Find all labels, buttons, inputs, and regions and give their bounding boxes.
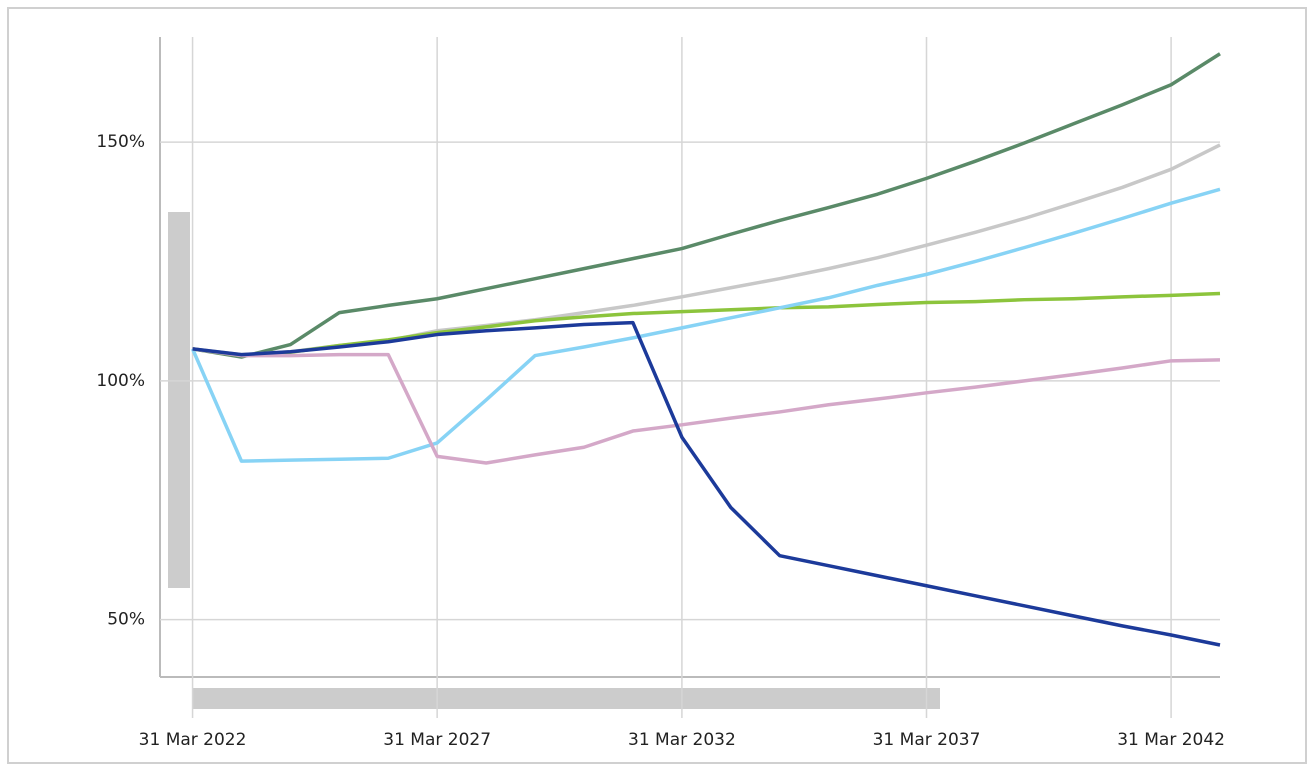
series-line: [190, 187, 1221, 463]
y-scrollbar[interactable]: [168, 212, 190, 588]
x-scrollbar[interactable]: [192, 688, 940, 709]
x-tick-label: 31 Mar 2032: [628, 730, 736, 750]
frame: [7, 7, 1307, 764]
x-tick-label: 31 Mar 2037: [873, 730, 981, 750]
y-tick-label: 50%: [107, 610, 145, 630]
x-tick-label: 31 Mar 2027: [383, 730, 491, 750]
y-tick-label: 100%: [96, 371, 145, 391]
series-line: [192, 347, 1221, 465]
y-tick-label: 150%: [96, 132, 145, 152]
x-tick-label: 31 Mar 2022: [139, 730, 247, 750]
x-tick-label: 31 Mar 2042: [1117, 730, 1225, 750]
series-line: [192, 52, 1221, 359]
series-line: [192, 320, 1221, 647]
